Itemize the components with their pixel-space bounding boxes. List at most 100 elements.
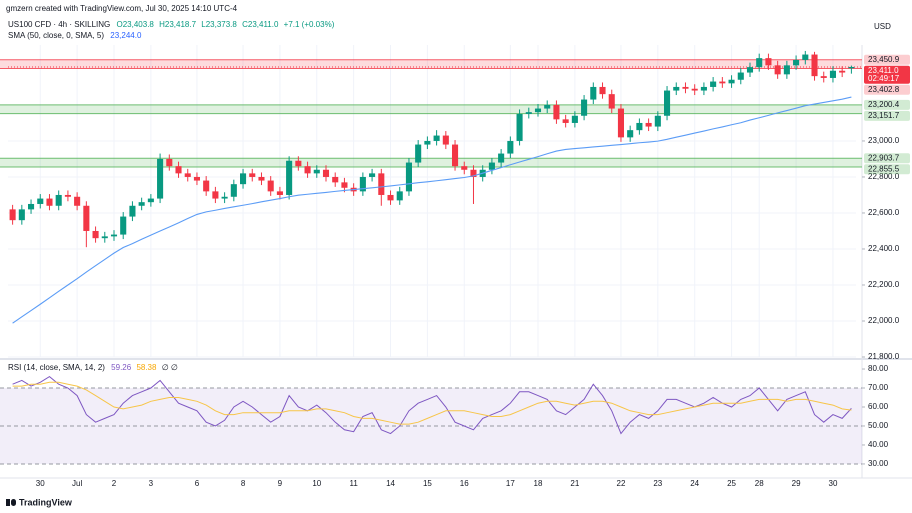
- candle-body: [829, 70, 836, 78]
- candle-body: [756, 58, 763, 68]
- candle-body: [286, 160, 293, 195]
- x-tick-label: 10: [312, 479, 321, 488]
- candle-body: [507, 140, 514, 154]
- candle-body: [488, 162, 495, 170]
- candle-body: [230, 184, 237, 197]
- candle-body: [765, 58, 772, 66]
- candle-body: [193, 176, 200, 181]
- candle-body: [820, 76, 827, 78]
- symbol-line: US100 CFD · 4h · SKILLING O23,403.8 H23,…: [8, 20, 335, 29]
- ohlc-change: +7.1 (+0.03%): [284, 20, 335, 29]
- candle-body: [442, 135, 449, 145]
- x-tick-label: 8: [241, 479, 246, 488]
- candle-body: [18, 209, 25, 221]
- sma-legend: SMA (50, close, 0, SMA, 5): [8, 31, 104, 40]
- sma-line: SMA (50, close, 0, SMA, 5) 23,244.0: [8, 31, 142, 40]
- x-tick-label: 14: [386, 479, 395, 488]
- candle-body: [802, 54, 809, 60]
- currency: USD: [874, 22, 891, 31]
- y-tick-label: 22,800.0: [868, 172, 900, 181]
- candle-body: [396, 191, 403, 201]
- candle-body: [415, 144, 422, 163]
- x-tick-label: 2: [112, 479, 117, 488]
- ohlc-high: H23,418.7: [159, 20, 196, 29]
- price-label: 23,151.7: [868, 111, 900, 120]
- y-tick-label: 21,800.0: [868, 352, 900, 361]
- candle-body: [147, 198, 154, 203]
- y-tick-label: 50.00: [868, 421, 889, 430]
- candle-body: [682, 86, 689, 89]
- price-label-box: [864, 99, 910, 110]
- rsi-line: [12, 381, 852, 425]
- candle-body: [793, 59, 800, 66]
- footer-text: TradingView: [19, 497, 73, 507]
- candle-body: [258, 176, 265, 181]
- plot-layer: 21,800.0 22,000.0 22,200.0 22,400.0 22,600.0…: [0, 45, 910, 488]
- candle-body: [433, 135, 440, 141]
- candle-body: [184, 173, 191, 177]
- candle-body: [700, 86, 707, 91]
- candle-body: [636, 122, 643, 131]
- candle-body: [608, 94, 615, 109]
- candle-body: [276, 191, 283, 195]
- price-label: 02:49:17: [868, 74, 900, 83]
- candle-body: [203, 180, 210, 192]
- y-tick-label: 30.00: [868, 459, 889, 468]
- x-tick-label: 22: [617, 479, 626, 488]
- candle-body: [212, 191, 219, 199]
- sma-value: 23,244.0: [110, 31, 142, 40]
- x-tick-label: 18: [534, 479, 543, 488]
- sma-line: [12, 96, 852, 324]
- candle-body: [28, 203, 35, 210]
- candle-body: [710, 81, 717, 87]
- ohlc-close: C23,411.0: [242, 20, 279, 29]
- candle-body: [64, 194, 71, 197]
- y-tick-label: 70.00: [868, 383, 889, 392]
- price-label-box: [864, 84, 910, 95]
- price-label: 23,200.4: [868, 100, 900, 109]
- candle-body: [848, 66, 855, 69]
- rsi-line: RSI (14, close, SMA, 14, 2) 59.26 58.38 …: [8, 363, 178, 372]
- candle-body: [9, 209, 16, 221]
- price-label: 23,402.8: [868, 85, 900, 94]
- candle-body: [452, 144, 459, 167]
- candle-body: [304, 166, 311, 174]
- price-label-box: [864, 153, 910, 164]
- candle-body: [332, 176, 339, 183]
- candle-body: [55, 194, 62, 206]
- rsi-extra: ∅ ∅: [162, 363, 178, 372]
- x-tick-label: 6: [195, 479, 200, 488]
- x-tick-label: 16: [460, 479, 469, 488]
- x-tick-label: Jul: [72, 479, 82, 488]
- candle-body: [378, 173, 385, 195]
- candle-body: [811, 54, 818, 77]
- candle-body: [534, 108, 542, 113]
- candle-body: [157, 158, 164, 199]
- y-tick-label: 60.00: [868, 402, 889, 411]
- x-tick-label: 17: [506, 479, 515, 488]
- price-label: 23,450.9: [868, 55, 900, 64]
- candle-body: [470, 169, 477, 177]
- x-tick-label: 30: [829, 479, 838, 488]
- candle-body: [101, 236, 108, 239]
- candle-body: [74, 196, 81, 206]
- price-label-box: [864, 164, 910, 175]
- symbol: US100 CFD · 4h · SKILLING: [8, 20, 110, 29]
- candle-body: [544, 104, 551, 109]
- x-tick-label: 9: [278, 479, 283, 488]
- candle-body: [627, 130, 634, 138]
- y-tick-label: 40.00: [868, 440, 889, 449]
- candle-body: [719, 81, 726, 84]
- candle-body: [221, 196, 228, 199]
- candle-body: [37, 198, 44, 204]
- rsi-ma-value: 58.38: [136, 363, 157, 372]
- ohlc-open: O23,403.8: [117, 20, 155, 29]
- candle-body: [839, 70, 846, 73]
- candle-body: [46, 198, 53, 206]
- candle-body: [525, 112, 532, 114]
- candle-body: [590, 86, 597, 100]
- candle-body: [249, 173, 256, 177]
- zone: [0, 104, 862, 114]
- candle-body: [571, 115, 578, 123]
